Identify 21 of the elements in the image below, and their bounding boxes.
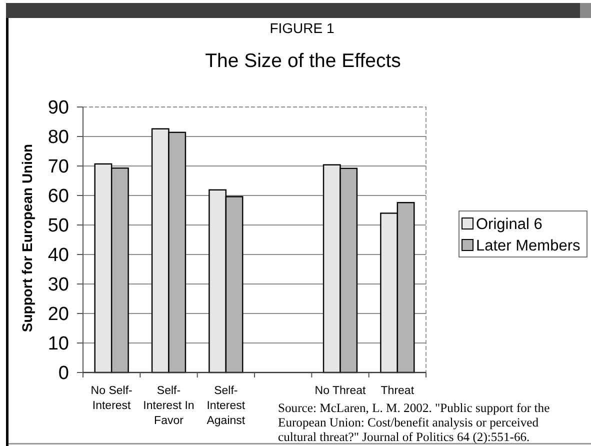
x-tick-label: No Self- Interest (90, 385, 133, 412)
y-tick-label: 20 (48, 304, 69, 326)
y-tick-label: 50 (48, 216, 69, 237)
y-tick-label: 10 (48, 334, 69, 355)
y-tick-label: 70 (48, 156, 69, 178)
y-tick-label: 80 (48, 127, 69, 148)
legend-label: Original 6 (476, 216, 542, 233)
x-tick-label: Self- Interest Against (206, 385, 246, 427)
x-tick-label: Self- Interest In Favor (143, 385, 194, 427)
y-axis-title: Support for European Union (19, 144, 35, 332)
y-tick-label: 40 (48, 245, 69, 266)
chart-subtitle: The Size of the Effects (205, 50, 402, 72)
y-tick-label: 30 (48, 274, 69, 296)
legend-label: Later Members (476, 237, 580, 254)
y-tick-label: 60 (48, 186, 69, 208)
x-tick-label: No Threat (314, 385, 367, 397)
y-tick-label: 0 (58, 363, 69, 384)
source-note: Source: McLaren, L. M. 2002. "Public support for the European Union: Cost/benefit analysis or perceived cultural threat?" Journal of Politics 64 (2):551-66. (278, 401, 550, 444)
y-tick-label: 90 (48, 98, 69, 119)
chart-title: FIGURE 1 (270, 20, 334, 36)
x-tick-label: Threat (380, 385, 415, 397)
